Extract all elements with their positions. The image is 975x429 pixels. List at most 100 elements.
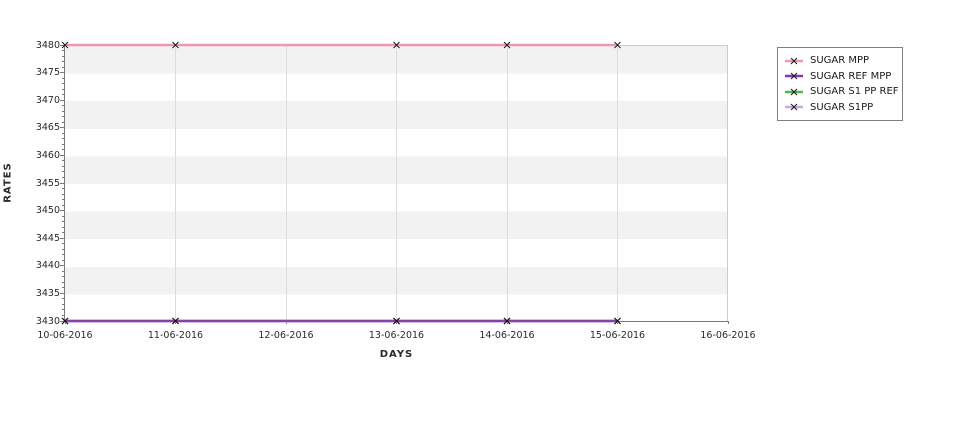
x-tick-label: 10-06-2016 (37, 330, 93, 341)
y-minor-tick (62, 66, 64, 68)
y-minor-tick (62, 204, 64, 206)
y-minor-tick (62, 221, 64, 223)
legend-label: SUGAR S1PP (810, 101, 874, 113)
y-minor-tick (62, 149, 64, 151)
y-minor-tick (62, 55, 64, 57)
y-minor-tick (62, 287, 64, 289)
x-grid-line (506, 45, 508, 321)
y-minor-tick (62, 138, 64, 140)
y-minor-tick (62, 171, 64, 173)
x-tick (285, 321, 287, 324)
x-tick-label: 14-06-2016 (479, 330, 535, 341)
x-tick-label: 15-06-2016 (589, 330, 646, 341)
y-minor-tick (62, 121, 64, 123)
x-grid-line (617, 45, 618, 321)
y-minor-tick (62, 254, 64, 256)
y-tick-label: 3430 (35, 315, 60, 327)
y-minor-tick (62, 50, 64, 52)
y-major-tick (60, 210, 64, 212)
x-tick (617, 321, 618, 324)
legend-label: SUGAR REF MPP (810, 70, 892, 82)
y-minor-tick (62, 243, 64, 245)
y-minor-tick (62, 276, 64, 278)
y-major-tick (60, 237, 64, 239)
y-tick-label: 3455 (35, 177, 60, 189)
x-tick (175, 321, 176, 324)
y-minor-tick (62, 199, 64, 201)
x-tick-label: 13-06-2016 (368, 330, 425, 341)
y-major-tick (60, 127, 64, 129)
y-minor-tick (62, 309, 64, 311)
y-minor-tick (62, 303, 64, 305)
y-major-tick (60, 265, 64, 267)
y-tick-label: 3480 (35, 39, 60, 51)
y-minor-tick (62, 259, 64, 261)
y-minor-tick (62, 132, 64, 134)
x-tick-label: 16-06-2016 (700, 330, 756, 341)
x-marker-icon (790, 57, 798, 65)
y-minor-tick (62, 105, 64, 107)
y-minor-tick (62, 88, 64, 90)
y-minor-tick (62, 94, 64, 96)
y-minor-tick (62, 188, 64, 190)
legend-item: SUGAR S1 PP REF (784, 84, 899, 100)
legend-series-swatch (785, 88, 803, 96)
y-major-tick (60, 44, 64, 46)
y-minor-tick (62, 232, 64, 234)
x-marker-icon (790, 72, 798, 80)
y-minor-tick (62, 143, 64, 145)
x-tick-label: 12-06-2016 (258, 330, 314, 341)
y-minor-tick (62, 298, 64, 300)
y-minor-tick (62, 116, 64, 118)
y-minor-tick (62, 61, 64, 63)
y-tick-label: 3460 (35, 149, 60, 161)
x-tick (64, 321, 66, 324)
x-axis-title: DAYS (379, 349, 414, 360)
y-minor-tick (62, 281, 64, 283)
legend-item: SUGAR REF MPP (784, 69, 896, 85)
x-tick (396, 321, 397, 324)
y-minor-tick (62, 248, 64, 250)
y-minor-tick (62, 215, 64, 217)
y-major-tick (60, 99, 64, 101)
y-tick-label: 3445 (35, 232, 60, 244)
y-minor-tick (62, 193, 64, 195)
y-minor-tick (62, 83, 64, 85)
legend-series-swatch (785, 72, 803, 80)
x-tick-label: 11-06-2016 (147, 330, 204, 341)
legend-label: SUGAR S1 PP REF (810, 86, 899, 98)
y-major-tick (60, 182, 64, 184)
legend-item: SUGAR S1PP (784, 100, 896, 116)
y-tick-label: 3470 (35, 94, 60, 106)
y-minor-tick (62, 77, 64, 79)
y-minor-tick (62, 270, 64, 272)
legend-series-swatch (785, 57, 803, 65)
y-axis-line (64, 45, 65, 322)
x-tick (727, 321, 729, 324)
legend-series-swatch (785, 103, 803, 111)
y-minor-tick (62, 110, 64, 112)
y-minor-tick (62, 314, 64, 316)
legend-label: SUGAR MPP (810, 55, 870, 67)
y-major-tick (60, 72, 64, 74)
legend: SUGAR MPP SUGAR REF MPP SUGAR S1 PP REF SUG… (777, 47, 903, 121)
x-tick (506, 321, 508, 324)
y-major-tick (60, 320, 64, 322)
x-grid-line (175, 45, 176, 321)
y-major-tick (60, 292, 64, 294)
x-marker-icon (790, 103, 798, 111)
y-tick-label: 3450 (35, 205, 60, 217)
y-minor-tick (62, 160, 64, 162)
x-grid-line (285, 45, 287, 321)
y-tick-label: 3475 (35, 67, 60, 79)
y-minor-tick (62, 226, 64, 228)
y-axis-title: RATES (2, 162, 14, 203)
legend-item: SUGAR MPP (784, 53, 896, 69)
y-tick-label: 3465 (35, 122, 60, 134)
y-tick-label: 3440 (35, 260, 60, 272)
x-marker-icon (790, 88, 798, 96)
x-grid-line (396, 45, 397, 321)
y-major-tick (60, 154, 64, 156)
y-minor-tick (62, 176, 64, 178)
